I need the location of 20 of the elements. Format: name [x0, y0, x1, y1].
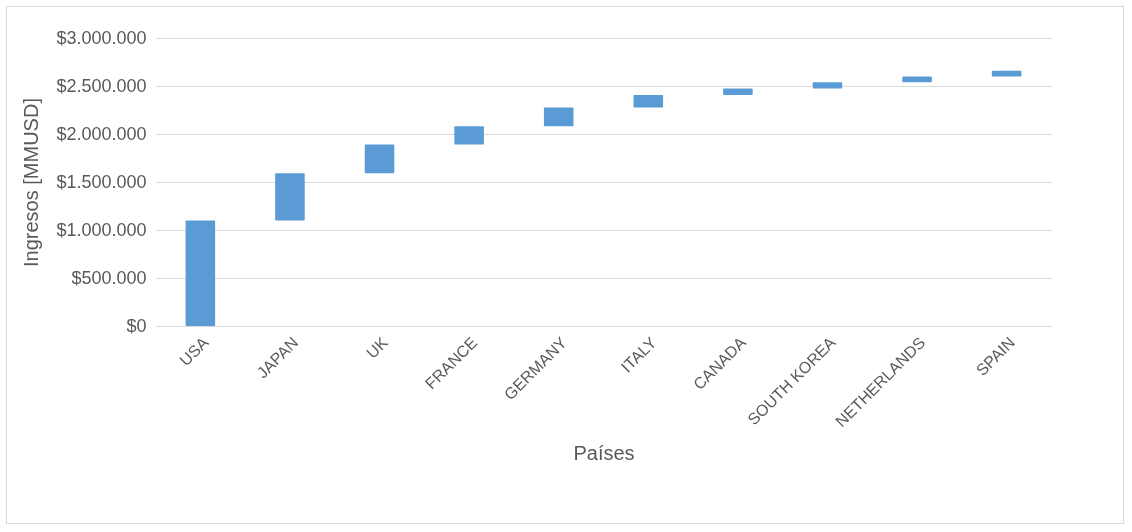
y-tick-label: $1.000.000 [56, 219, 147, 240]
y-tick-label: $1.500.000 [56, 171, 147, 192]
bar [185, 220, 216, 326]
y-tick-label: $3.000.000 [56, 27, 147, 48]
y-tick-label: $500.000 [71, 267, 147, 288]
bar [543, 107, 574, 127]
y-tick-label: $0 [126, 315, 147, 336]
bar [902, 76, 932, 83]
y-tick-label: $2.000.000 [56, 123, 147, 144]
bar [633, 95, 664, 108]
bar [723, 88, 753, 96]
x-tick-label: UK [363, 333, 392, 362]
bar [364, 144, 395, 174]
y-tick-label: $2.500.000 [56, 75, 147, 96]
bar [454, 126, 484, 145]
x-axis-title: Países [573, 442, 635, 465]
x-tick-label: USA [176, 333, 212, 370]
bar [275, 173, 305, 221]
bar [812, 82, 843, 89]
y-axis-title: Ingresos [MMUSD] [20, 98, 43, 267]
